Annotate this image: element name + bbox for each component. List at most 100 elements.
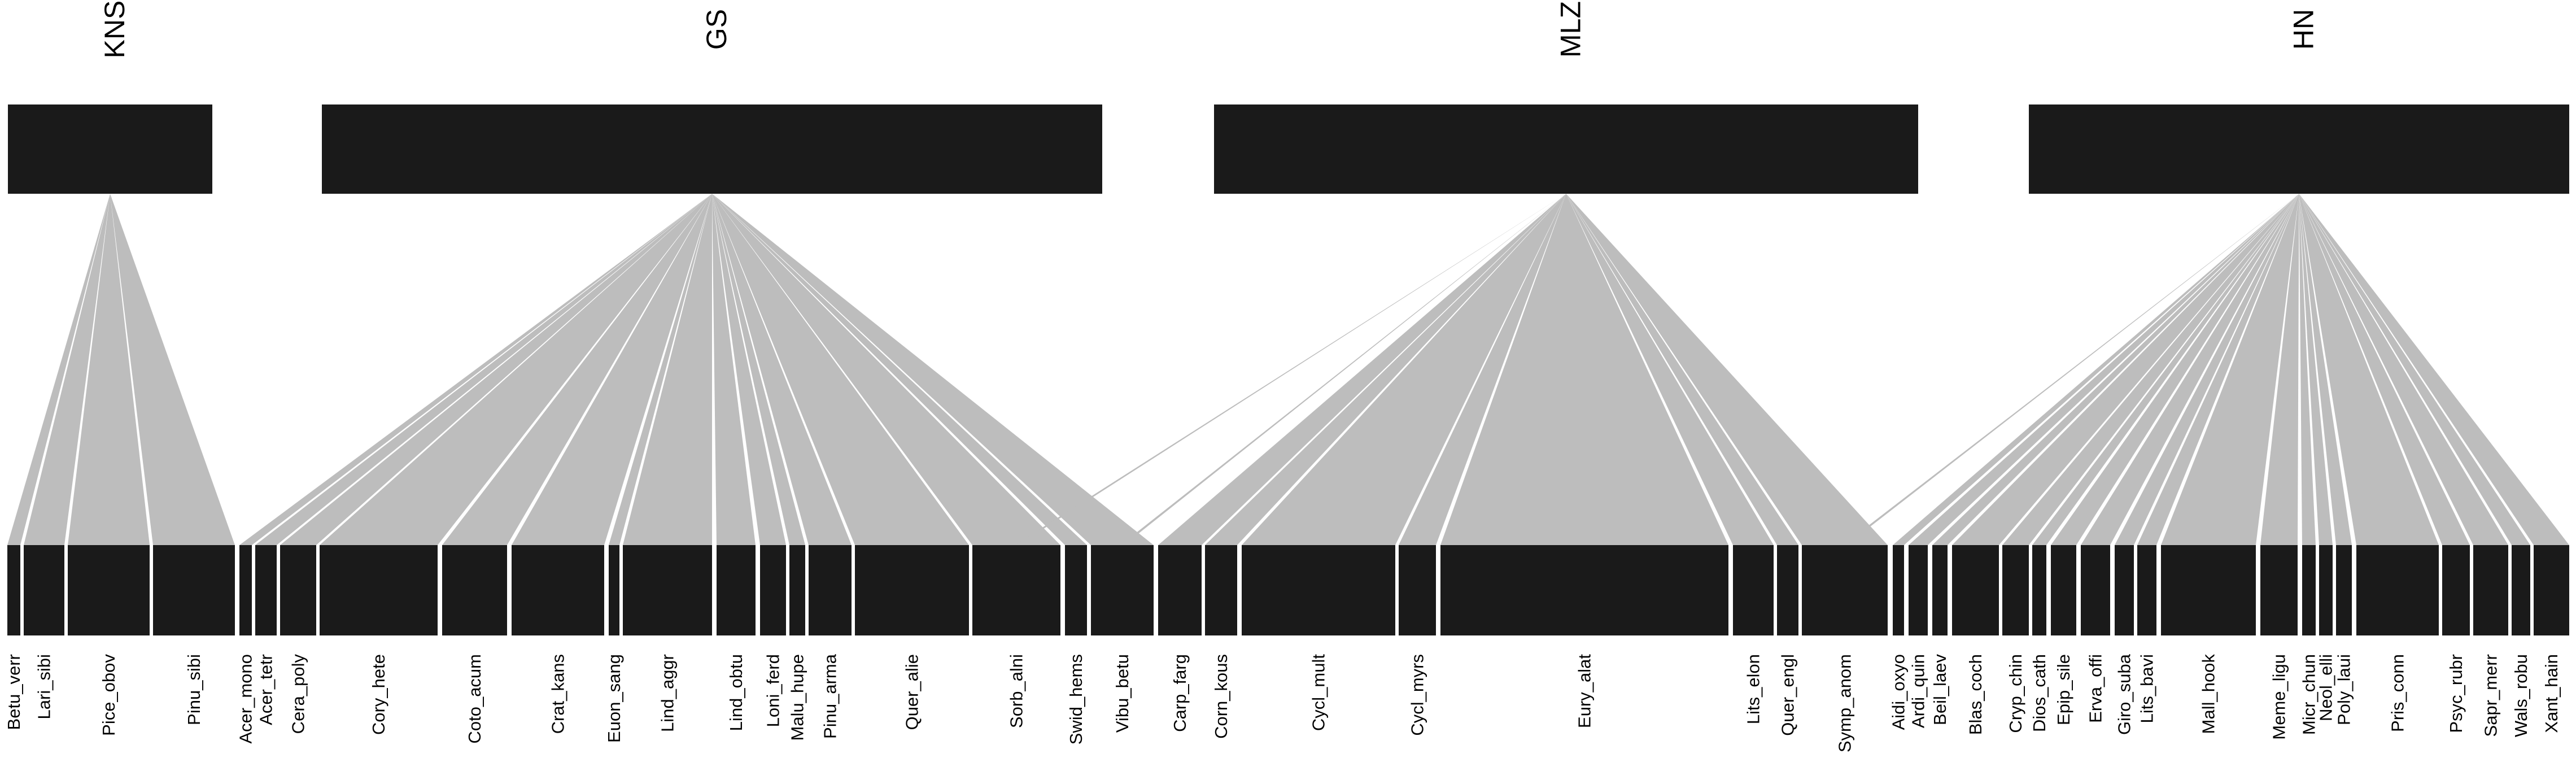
link-hn-micr-chun bbox=[2299, 194, 2316, 545]
bottom-node-lind-aggr bbox=[623, 545, 712, 635]
bottom-node-label: Coto_acum bbox=[465, 654, 484, 744]
bottom-node-label: Blas_coch bbox=[1966, 654, 1985, 735]
top-label-layer: KNS GS MLZ HN bbox=[99, 1, 2320, 59]
link-hn-sapr-merr bbox=[2299, 194, 2508, 545]
link-hn-psyc-rubr bbox=[2299, 194, 2470, 545]
bottom-node-label: Aidi_oxyo bbox=[1889, 654, 1909, 730]
bottom-node-label: Pice_obov bbox=[99, 654, 119, 736]
bottom-node-pinu-sibi bbox=[153, 545, 235, 635]
link-gs-sorb-alni bbox=[712, 194, 1060, 545]
bottom-node-pris-conn bbox=[2356, 545, 2439, 635]
bottom-node-pice-obov bbox=[68, 545, 150, 635]
bottom-node-cera-poly bbox=[280, 545, 316, 635]
bottom-node-malu-hupe bbox=[789, 545, 805, 635]
link-mlz-eury-alat bbox=[1440, 194, 1728, 545]
bottom-node-label: Psyc_rubr bbox=[2446, 654, 2466, 733]
bottom-node-neol-elli bbox=[2319, 545, 2333, 635]
bottom-node-beil-laev bbox=[1932, 545, 1948, 635]
bottom-node-dios-cath bbox=[2032, 545, 2046, 635]
link-gs-crat-kans bbox=[512, 194, 712, 545]
bottom-node-betu-verr bbox=[7, 545, 20, 635]
bottom-node-mall-hook bbox=[2161, 545, 2256, 635]
cross-link-mlz-sorb-alni bbox=[1015, 194, 1566, 545]
link-kns-pice-obov bbox=[68, 194, 150, 545]
link-gs-lind-obtu bbox=[712, 194, 756, 545]
bottom-node-symp-anom bbox=[1802, 545, 1888, 635]
bottom-node-label: Carp_farg bbox=[1170, 654, 1190, 732]
bottom-node-label: Vibu_betu bbox=[1112, 654, 1132, 733]
bottom-node-quer-engl bbox=[1777, 545, 1798, 635]
bottom-node-quer-alie bbox=[855, 545, 969, 635]
bottom-node-label: Quer_engl bbox=[1778, 654, 1798, 736]
bottom-node-label: Acer_tetr bbox=[256, 654, 276, 725]
bottom-node-label: Giro_suba bbox=[2115, 654, 2134, 735]
link-mlz-carp-farg bbox=[1158, 194, 1566, 545]
bottom-node-label: Erva_offi bbox=[2086, 654, 2106, 723]
link-gs-cory-hete bbox=[320, 194, 712, 545]
bottom-label-layer: Betu_verr Lari_sibi Pice_obov Pinu_sibi Acer… bbox=[4, 654, 2561, 752]
bottom-node-label: Betu_verr bbox=[4, 654, 24, 730]
bottom-node-label: Cera_poly bbox=[289, 654, 308, 734]
cross-link-mlz-vibu-betu bbox=[1120, 194, 1566, 545]
link-hn-poly-laui bbox=[2299, 194, 2352, 545]
bottom-node-sorb-alni bbox=[972, 545, 1060, 635]
bottom-node-meme-ligu bbox=[2260, 545, 2298, 635]
bottom-node-label: Wals_robu bbox=[2511, 654, 2531, 737]
bottom-node-label: Lits_elon bbox=[1744, 654, 1763, 724]
bottom-node-blas-coch bbox=[1952, 545, 1999, 635]
bottom-node-lind-obtu bbox=[717, 545, 756, 635]
bottom-node-vibu-betu bbox=[1091, 545, 1154, 635]
bottom-node-lits-elon bbox=[1733, 545, 1774, 635]
link-hn-xant-hain bbox=[2299, 194, 2569, 545]
link-mlz-symp-anom bbox=[1566, 194, 1888, 545]
link-hn-dios-cath bbox=[2032, 194, 2299, 545]
bottom-node-label: Acer_mono bbox=[236, 654, 256, 744]
link-gs-euon-sang bbox=[609, 194, 712, 545]
bottom-node-pinu-arma bbox=[809, 545, 852, 635]
link-hn-neol-elli bbox=[2299, 194, 2333, 545]
link-gs-acer-tetr bbox=[255, 194, 712, 545]
bottom-node-label: Symp_anom bbox=[1835, 654, 1855, 752]
bottom-node-label: Xant_hain bbox=[2542, 654, 2561, 733]
link-mlz-lits-elon bbox=[1566, 194, 1774, 545]
bottom-node-cryp-chin bbox=[2002, 545, 2029, 635]
bottom-node-label: Cycl_myrs bbox=[1408, 654, 1427, 736]
link-kns-betu-verr bbox=[7, 194, 110, 545]
link-hn-blas-coch bbox=[1952, 194, 2299, 545]
bottom-node-epip-sile bbox=[2051, 545, 2076, 635]
link-hn-pris-conn bbox=[2299, 194, 2439, 545]
bottom-node-loni-ferd bbox=[760, 545, 786, 635]
bottom-node-corn-kous bbox=[1205, 545, 1237, 635]
bottom-node-label: Malu_hupe bbox=[788, 654, 807, 741]
bottom-node-euon-sang bbox=[609, 545, 619, 635]
link-hn-aidi-oxyo bbox=[1893, 194, 2299, 545]
bottom-node-acer-mono bbox=[239, 545, 252, 635]
bottom-node-label: Crat_kans bbox=[548, 654, 568, 734]
bottom-node-label: Loni_ferd bbox=[763, 654, 783, 727]
bottom-node-aidi-oxyo bbox=[1893, 545, 1904, 635]
bottom-node-label: Ardi_quin bbox=[1909, 654, 1928, 728]
bottom-node-label: Sapr_merr bbox=[2481, 654, 2501, 737]
bottom-node-label: Corn_kous bbox=[1211, 654, 1231, 739]
bottom-node-erva-offi bbox=[2081, 545, 2110, 635]
bottom-node-label: Neol_elli bbox=[2316, 654, 2336, 721]
bottom-node-wals-robu bbox=[2512, 545, 2530, 635]
bottom-node-label: Pris_conn bbox=[2388, 654, 2408, 732]
bottom-node-lari-sibi bbox=[24, 545, 64, 635]
bottom-node-xant-hain bbox=[2534, 545, 2569, 635]
bottom-node-label: Quer_alie bbox=[902, 654, 922, 730]
bottom-node-label: Lari_sibi bbox=[34, 654, 54, 719]
bottom-node-micr-chun bbox=[2302, 545, 2316, 635]
bottom-node-layer bbox=[7, 545, 2569, 635]
bottom-node-psyc-rubr bbox=[2442, 545, 2470, 635]
bottom-node-acer-tetr bbox=[255, 545, 277, 635]
link-hn-cryp-chin bbox=[2002, 194, 2299, 545]
bottom-node-cycl-mult bbox=[1242, 545, 1395, 635]
bottom-node-label: Micr_chun bbox=[2299, 654, 2319, 735]
link-kns-lari-sibi bbox=[24, 194, 110, 545]
link-hn-ardi-quin bbox=[1909, 194, 2299, 545]
bottom-node-crat-kans bbox=[512, 545, 604, 635]
link-hn-lits-bavi bbox=[2137, 194, 2299, 545]
bottom-node-sapr-merr bbox=[2473, 545, 2508, 635]
